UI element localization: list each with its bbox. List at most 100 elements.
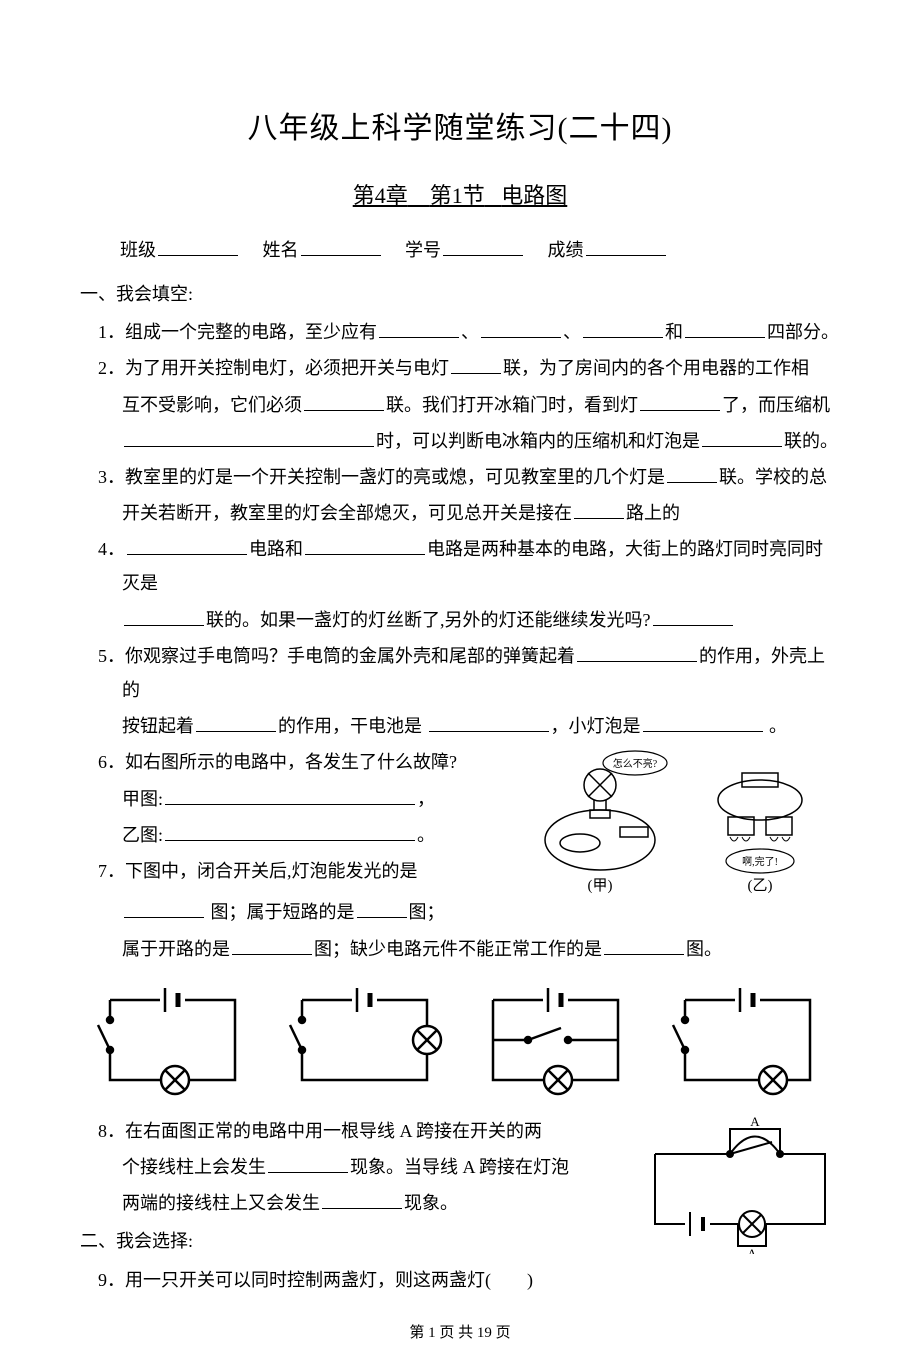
q2d: 联。我们打开冰箱门时，看到灯 — [386, 395, 638, 415]
blank[interactable] — [685, 320, 765, 338]
q2f: 时，可以判断电冰箱内的压缩机和灯泡是 — [376, 431, 700, 451]
question-4: 4．电路和电路是两种基本的电路，大街上的路灯同时亮同时灭是 — [98, 532, 840, 600]
q8e: 现象。 — [404, 1193, 458, 1213]
label-score: 成绩 — [548, 240, 584, 260]
q7f: 图。 — [686, 939, 722, 959]
blank[interactable] — [196, 714, 276, 732]
label-name: 姓名 — [263, 240, 299, 260]
label-a-bottom: A — [747, 1246, 757, 1254]
q2e: 了，而压缩机 — [722, 395, 830, 415]
blank[interactable] — [667, 465, 717, 483]
question-6-yi: 乙图: 。 — [80, 818, 530, 852]
question-8: 8．在右面图正常的电路中用一根导线 A 跨接在开关的两 — [98, 1114, 640, 1148]
q2a: 2．为了用开关控制电灯，必须把开关与电灯 — [98, 358, 449, 378]
section-2-head: 二、我会选择: — [80, 1224, 640, 1258]
circuit-diagram-icon — [90, 980, 255, 1100]
q1-text: 1．组成一个完整的电路，至少应有 — [98, 322, 377, 342]
blank[interactable] — [304, 393, 384, 411]
question-3: 3．教室里的灯是一个开关控制一盏灯的亮或熄，可见教室里的几个灯是联。学校的总 — [98, 460, 840, 494]
circuit-diagram-icon — [282, 980, 447, 1100]
q3a: 3．教室里的灯是一个开关控制一盏灯的亮或熄，可见教室里的几个灯是 — [98, 467, 665, 487]
question-2: 2．为了用开关控制电灯，必须把开关与电灯联，为了房间内的各个用电器的工作相 — [98, 351, 840, 385]
q7e: 图；缺少电路元件不能正常工作的是 — [314, 939, 602, 959]
student-info-row: 班级 姓名 学号 成绩 — [80, 233, 840, 267]
question-7-cont2: 属于开路的是 图；缺少电路元件不能正常工作的是 图。 — [80, 932, 840, 966]
blank[interactable] — [124, 608, 204, 626]
page-footer: 第 1 页 共 19 页 — [80, 1319, 840, 1347]
blank-score[interactable] — [586, 238, 666, 256]
lesson-name: 电路图 — [501, 183, 567, 208]
blank[interactable] — [305, 537, 425, 555]
circuit-diagram-icon — [473, 980, 638, 1100]
q6d: 乙图: — [122, 825, 163, 845]
blank[interactable] — [653, 608, 733, 626]
q8a: 8．在右面图正常的电路中用一根导线 A 跨接在开关的两 — [98, 1121, 542, 1141]
blank[interactable] — [643, 714, 763, 732]
question-6: 6．如右图所示的电路中，各发生了什么故障? — [98, 745, 530, 779]
blank-name[interactable] — [301, 238, 381, 256]
q6a: 6．如右图所示的电路中，各发生了什么故障? — [98, 752, 457, 772]
blank-class[interactable] — [158, 238, 238, 256]
question-3-cont: 开关若断开，教室里的灯会全部熄灭，可见总开关是接在 路上的 — [80, 496, 840, 530]
blank[interactable] — [268, 1155, 348, 1173]
question-9: 9．用一只开关可以同时控制两盏灯，则这两盏灯( ) — [98, 1263, 640, 1297]
q4d: 联的。如果一盏灯的灯丝断了,另外的灯还能继续发光吗? — [206, 610, 651, 630]
blank[interactable] — [165, 787, 415, 805]
caption-yi: (乙) — [748, 878, 773, 894]
blank[interactable] — [577, 644, 697, 662]
question-5: 5．你观察过手电筒吗？手电筒的金属外壳和尾部的弹簧起着的作用，外壳上的 — [98, 639, 840, 707]
blank[interactable] — [451, 356, 501, 374]
blank[interactable] — [583, 320, 663, 338]
blank[interactable] — [357, 900, 407, 918]
label-class: 班级 — [120, 240, 156, 260]
blank[interactable] — [322, 1191, 402, 1209]
blank[interactable] — [165, 823, 415, 841]
q9-text: 9．用一只开关可以同时控制两盏灯，则这两盏灯( ) — [98, 1270, 533, 1290]
blank[interactable] — [702, 429, 782, 447]
sep: 、 — [563, 322, 581, 342]
q7-circuits — [80, 980, 840, 1100]
q6-figure: 怎么不亮? (甲) 啊,完了! (乙) — [530, 745, 840, 895]
q6e: 。 — [417, 825, 435, 845]
blank-id[interactable] — [443, 238, 523, 256]
q7d: 属于开路的是 — [122, 939, 230, 959]
blank[interactable] — [124, 900, 204, 918]
q3d: 路上的 — [626, 503, 680, 523]
page-title: 八年级上科学随堂练习(二十四) — [80, 100, 840, 157]
question-6-jia: 甲图: ， — [80, 782, 530, 816]
blank[interactable] — [429, 714, 549, 732]
blank[interactable] — [574, 501, 624, 519]
q4a: 4． — [98, 539, 125, 559]
q8d: 两端的接线柱上又会发生 — [122, 1193, 320, 1213]
q2c: 互不受影响，它们必须 — [122, 395, 302, 415]
blank[interactable] — [379, 320, 459, 338]
q7c: 图； — [409, 902, 445, 922]
q6b: 甲图: — [122, 789, 163, 809]
blank[interactable] — [640, 393, 720, 411]
sep: 、 — [461, 322, 479, 342]
q6c: ， — [417, 789, 435, 809]
q5f: 。 — [765, 716, 788, 736]
question-8-cont2: 两端的接线柱上又会发生 现象。 — [80, 1186, 640, 1220]
caption-jia: (甲) — [588, 878, 613, 894]
blank[interactable] — [124, 429, 374, 447]
section-1-head: 一、我会填空: — [80, 277, 840, 311]
question-2-cont: 互不受影响，它们必须 联。我们打开冰箱门时，看到灯 了，而压缩机 — [80, 388, 840, 422]
page-subtitle: 第4章 第1节 电路图 — [80, 175, 840, 217]
blank[interactable] — [604, 937, 684, 955]
q1-end: 四部分。 — [767, 322, 839, 342]
chapter: 第4章 — [353, 183, 408, 208]
blank[interactable] — [232, 937, 312, 955]
q5e: ，小灯泡是 — [551, 716, 641, 736]
q7a: 7．下图中，闭合开关后,灯泡能发光的是 — [98, 861, 418, 881]
question-1: 1．组成一个完整的电路，至少应有、、和四部分。 — [98, 315, 840, 349]
label-id: 学号 — [405, 240, 441, 260]
section: 第1节 — [430, 183, 485, 208]
q3c: 开关若断开，教室里的灯会全部熄灭，可见总开关是接在 — [122, 503, 572, 523]
q4b: 电路和 — [249, 539, 303, 559]
blank[interactable] — [481, 320, 561, 338]
blank[interactable] — [127, 537, 247, 555]
q5c: 按钮起着 — [122, 716, 194, 736]
q5d: 的作用，干电池是 — [278, 716, 427, 736]
q8c: 现象。当导线 A 跨接在灯泡 — [350, 1157, 569, 1177]
